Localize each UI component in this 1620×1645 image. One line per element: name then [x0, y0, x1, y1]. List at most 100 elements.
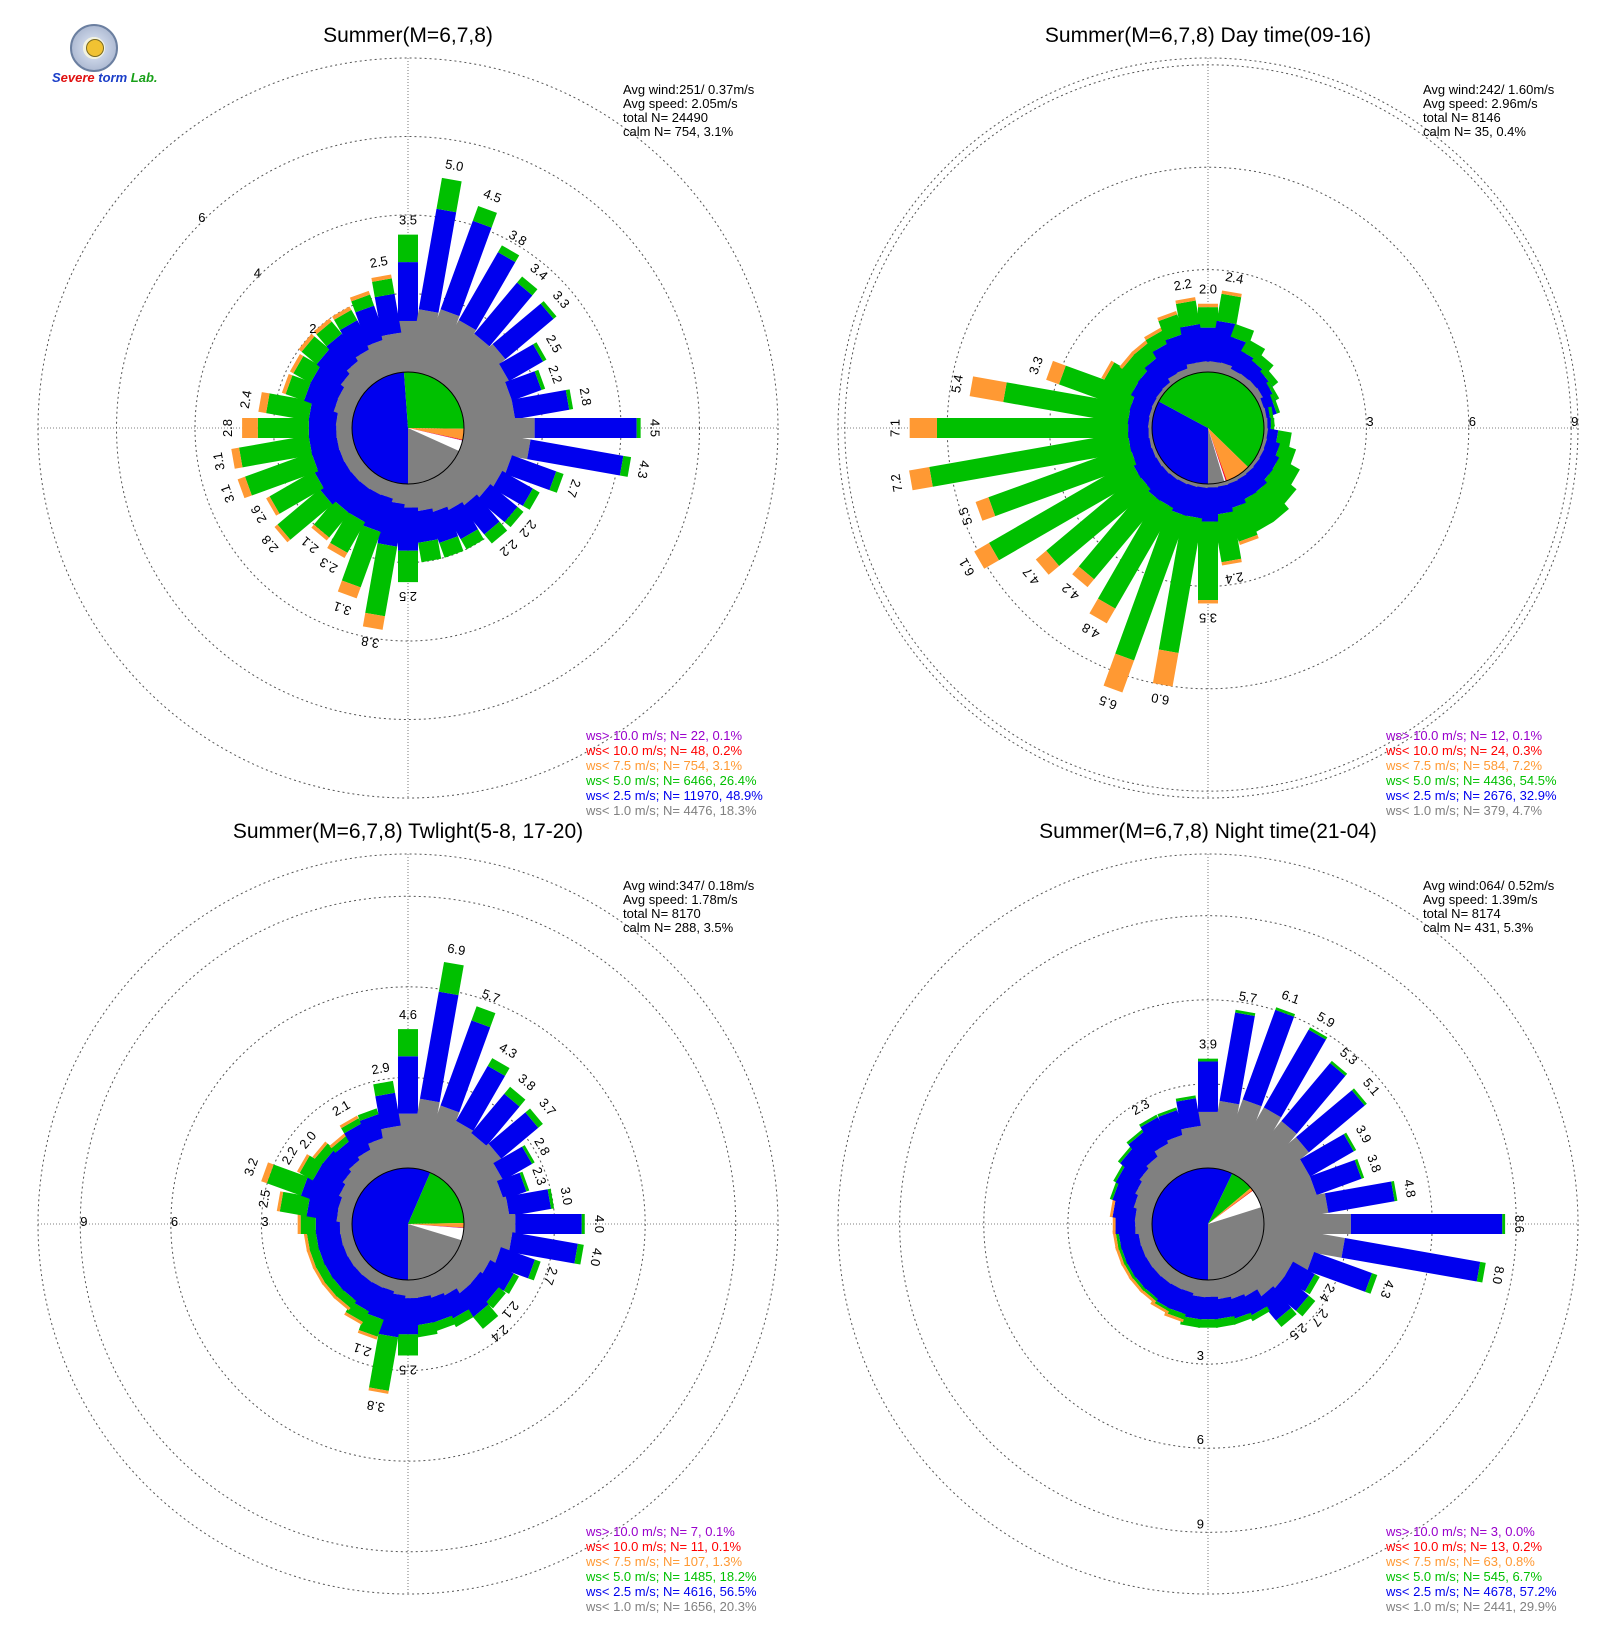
bar-segment-green: [306, 1230, 319, 1252]
direction-bar-200: 3.1: [331, 477, 399, 619]
bar-segment-blue: [492, 303, 554, 360]
bar-segment-gray: [1227, 1107, 1282, 1181]
legend-entry: ws> 10.0 m/s; N= 7, 0.1%: [585, 1524, 735, 1539]
bar-segment-green: [301, 336, 330, 365]
bar-segment-green: [1275, 1307, 1297, 1328]
bar-segment-blue: [456, 1065, 506, 1131]
bar-segment-green: [1502, 1214, 1506, 1234]
bar-total-label: 2.1: [351, 1340, 373, 1360]
bar-segment-orange: [312, 1265, 326, 1285]
bar-segment-green: [460, 529, 484, 550]
bar-total-label: 2.2: [278, 1144, 300, 1167]
bar-total-label: 4.0: [587, 1247, 605, 1267]
bar-segment-blue: [505, 371, 542, 401]
bar-segment-blue: [351, 1277, 383, 1312]
bar-segment-green: [517, 276, 538, 296]
panel-title: Summer(M=6,7,8) Night time(21-04): [1039, 820, 1377, 843]
bar-segment-green: [373, 1080, 396, 1097]
bar-total-label: 4.8: [1401, 1178, 1419, 1198]
ring-tick-label: 3: [1197, 1348, 1204, 1363]
pie-slice-green: [403, 372, 464, 429]
bar-segment-gray: [457, 437, 512, 475]
bar-segment-orange: [1198, 600, 1218, 604]
bar-segment-green: [1296, 1295, 1316, 1317]
bar-segment-blue: [467, 1271, 499, 1303]
bar-segment-orange: [909, 466, 933, 491]
bar-total-label: 6.1: [1280, 987, 1302, 1007]
bar-segment-blue: [527, 439, 624, 476]
bar-segment-orange: [1144, 327, 1164, 341]
bar-segment-green: [331, 1135, 351, 1153]
direction-bar-10: 5.0: [407, 156, 465, 375]
bar-segment-green: [1251, 482, 1289, 522]
pie-slice-orange: [408, 1222, 465, 1228]
bar-total-label: 2.4: [1316, 1281, 1338, 1304]
bar-segment-green: [358, 1312, 384, 1337]
direction-bar-200: 6.5: [1097, 477, 1199, 713]
bar-segment-green: [534, 369, 546, 391]
bar-segment-blue: [361, 491, 393, 532]
bar-segment-gray: [381, 332, 409, 375]
bar-segment-orange: [909, 418, 937, 438]
bar-segment-green: [1058, 365, 1137, 411]
bar-segment-green: [357, 1108, 379, 1121]
direction-bar-100: 8.0: [1261, 1223, 1507, 1285]
bar-total-label: 3.3: [1026, 354, 1046, 376]
bar-segment-orange: [1238, 534, 1259, 545]
bar-segment-green: [266, 393, 313, 421]
pie-slice-purple: [408, 428, 463, 441]
bar-segment-green: [293, 356, 321, 384]
bar-total-label: 2.0: [296, 1128, 319, 1151]
bar-segment-gray: [444, 343, 506, 400]
bar-total-label: 3.1: [331, 598, 353, 618]
bar-segment-blue: [1263, 1029, 1326, 1118]
bar-segment-green: [547, 1188, 555, 1209]
bar-segment-blue: [316, 349, 354, 385]
bar-segment-blue: [458, 252, 516, 331]
bar-segment-blue: [1158, 1109, 1186, 1141]
bar-segment-orange: [1139, 1288, 1157, 1304]
bar-segment-green: [436, 177, 462, 213]
bar-total-label: 6.1: [956, 556, 978, 579]
legend-entry: ws< 1.0 m/s; N= 379, 4.7%: [1385, 803, 1543, 818]
bar-segment-orange: [313, 318, 332, 335]
bar-segment-green: [988, 460, 1141, 561]
bar-total-label: 3.1: [210, 451, 228, 471]
bar-segment-green: [519, 1171, 530, 1192]
direction-bar-300: [1101, 360, 1165, 409]
bar-segment-gray: [1186, 361, 1209, 375]
bar-segment-green: [1175, 300, 1200, 328]
bar-segment-gray: [1198, 361, 1218, 372]
bar-segment-green: [418, 539, 442, 563]
bar-segment-green: [451, 1309, 474, 1328]
bar-total-label: 4.8: [1079, 620, 1102, 642]
legend-entry: ws< 2.5 m/s; N= 4678, 57.2%: [1385, 1584, 1557, 1599]
bar-segment-blue: [439, 1288, 469, 1320]
bar-segment-blue: [508, 1232, 578, 1264]
bar-segment-blue: [1180, 324, 1207, 365]
bar-total-label: 3.5: [399, 213, 417, 228]
bar-total-label: 2.9: [370, 1059, 390, 1077]
bar-segment-orange: [1035, 550, 1060, 575]
bar-segment-orange: [242, 418, 258, 438]
pie-slice-orange: [1208, 1187, 1253, 1224]
ring-tick-label: 2: [309, 321, 316, 336]
bar-segment-green: [1180, 1316, 1202, 1328]
pie-slice-green: [408, 1172, 464, 1224]
bar-segment-green: [1157, 1107, 1178, 1117]
wind-rose-panel-1: 3.55.04.53.83.43.32.52.22.84.54.32.72.22…: [37, 24, 779, 818]
bar-segment-green: [398, 1334, 418, 1356]
ring-tick-label: 6: [1197, 1432, 1204, 1447]
direction-bar-270: 7.1: [888, 418, 1152, 438]
stat-line: Avg speed: 2.05m/s: [623, 96, 738, 111]
bar-segment-blue: [398, 1056, 418, 1114]
pie-slice-purple: [408, 1224, 464, 1229]
bar-total-label: 4.7: [1020, 565, 1043, 588]
bar-total-label: 2.2: [497, 537, 520, 560]
bar-total-label: 3.7: [536, 1095, 559, 1118]
bar-segment-blue: [398, 262, 418, 321]
bar-segment-blue: [330, 1260, 363, 1291]
pie-slice-blue: [1152, 401, 1208, 484]
bar-segment-orange: [281, 373, 293, 395]
direction-bar-120: [451, 1243, 520, 1294]
